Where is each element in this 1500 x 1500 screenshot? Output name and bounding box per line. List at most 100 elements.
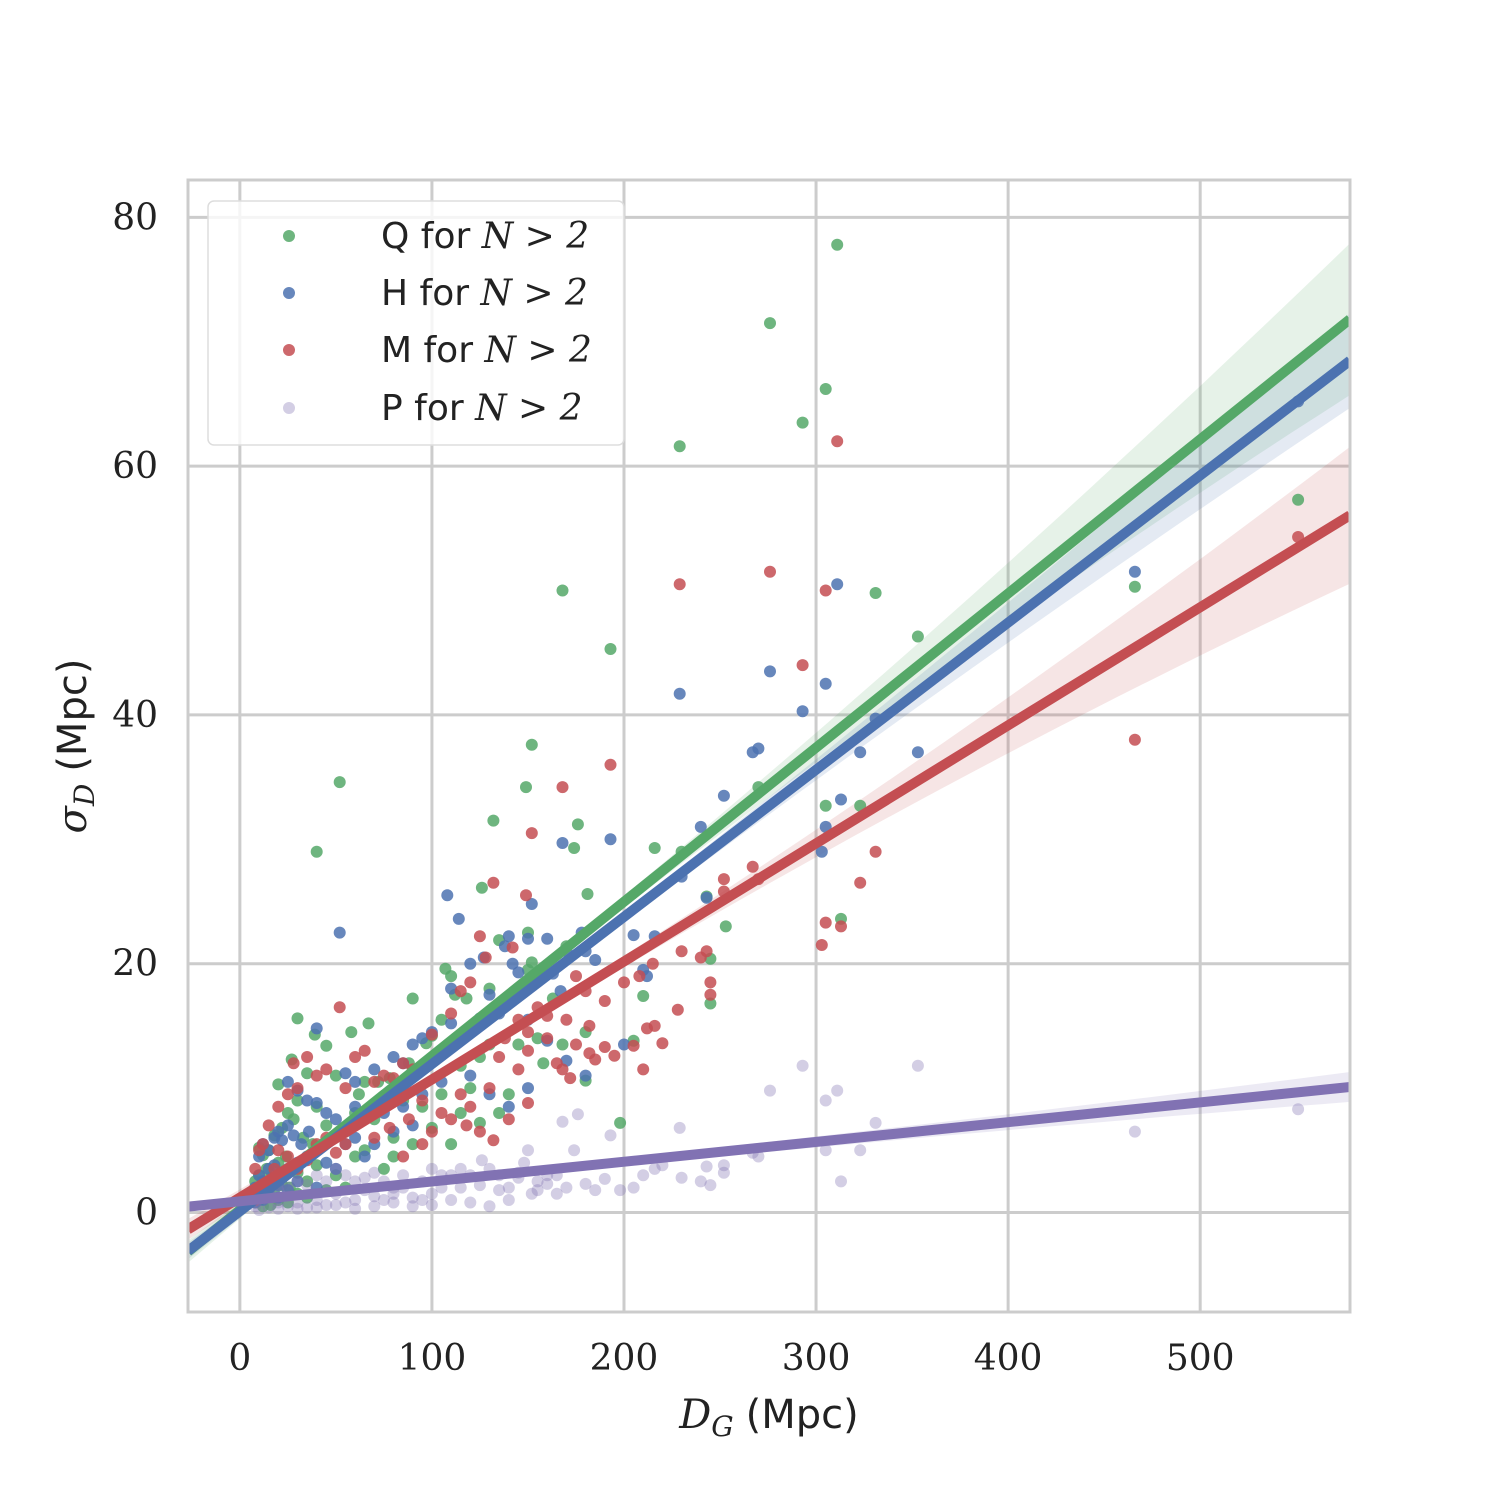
data-point-p: [339, 1169, 352, 1182]
data-point-q: [531, 1032, 544, 1045]
data-point-m: [1128, 733, 1141, 746]
data-point-m: [281, 1150, 294, 1163]
x-axis-label: DG (Mpc): [678, 1392, 859, 1443]
data-point-p: [425, 1199, 438, 1211]
data-point-p: [614, 1184, 627, 1197]
legend-entry-h: H for N > 2: [283, 273, 588, 314]
data-point-m: [473, 1125, 486, 1138]
data-point-m: [445, 1113, 458, 1126]
data-point-m: [646, 957, 659, 970]
data-point-p: [329, 1162, 342, 1175]
data-point-m: [287, 1057, 300, 1070]
data-point-p: [675, 1171, 688, 1184]
data-point-p: [560, 1181, 573, 1194]
data-point-m: [570, 1038, 582, 1051]
data-point-p: [637, 1169, 650, 1182]
x-tick-label: 500: [1166, 1338, 1235, 1379]
data-point-q: [329, 1069, 342, 1082]
data-point-q: [502, 1088, 515, 1101]
data-point-h: [835, 793, 847, 806]
data-point-m: [249, 1162, 262, 1175]
data-point-q: [435, 1013, 448, 1026]
legend-marker-q: [283, 230, 295, 242]
data-point-m: [556, 781, 569, 794]
data-point-p: [568, 1144, 581, 1157]
data-point-m: [673, 578, 686, 591]
data-point-p: [329, 1199, 342, 1211]
data-point-h: [349, 1075, 362, 1088]
data-point-m: [564, 1072, 577, 1085]
data-point-m: [487, 1134, 500, 1147]
data-point-m: [746, 860, 759, 873]
data-point-h: [815, 845, 828, 858]
legend-label-p: P for N > 2: [381, 388, 583, 429]
data-point-p: [627, 1181, 640, 1194]
data-point-m: [416, 1138, 429, 1151]
data-point-p: [819, 1094, 832, 1107]
data-point-p: [368, 1200, 381, 1213]
data-point-h: [694, 820, 707, 833]
data-point-h: [320, 1107, 333, 1119]
data-point-m: [637, 1063, 650, 1076]
data-point-p: [262, 1201, 275, 1214]
data-point-q: [387, 1150, 400, 1163]
data-point-h: [522, 1082, 534, 1095]
data-point-q: [464, 1082, 477, 1095]
data-point-p: [518, 1156, 531, 1169]
data-point-h: [368, 1063, 381, 1076]
legend-label-q: Q for N > 2: [381, 216, 589, 257]
data-point-q: [869, 587, 882, 599]
data-point-p: [358, 1171, 371, 1184]
data-point-m: [598, 995, 611, 1007]
data-point-h: [1128, 565, 1141, 578]
data-point-q: [454, 1107, 467, 1119]
data-point-p: [281, 1181, 294, 1194]
data-point-h: [281, 1119, 294, 1132]
data-point-p: [700, 1160, 713, 1173]
data-point-q: [911, 630, 924, 643]
data-point-q: [556, 1038, 569, 1051]
data-point-m: [402, 1113, 415, 1126]
data-point-q: [571, 818, 584, 831]
data-point-p: [673, 1121, 686, 1134]
data-point-h: [310, 1097, 323, 1109]
data-point-m: [416, 1094, 429, 1107]
data-point-m: [377, 1069, 390, 1082]
data-point-m: [815, 939, 828, 951]
data-point-q: [475, 881, 488, 894]
data-point-p: [835, 1175, 847, 1188]
data-point-p: [253, 1204, 266, 1216]
legend-box: [207, 200, 625, 446]
data-point-h: [618, 1038, 630, 1051]
legend-label-h: H for N > 2: [381, 273, 588, 314]
data-point-q: [352, 1088, 365, 1101]
data-point-m: [339, 1138, 352, 1151]
data-point-m: [570, 970, 582, 983]
data-point-m: [869, 845, 882, 858]
data-point-h: [464, 1069, 477, 1082]
data-point-p: [704, 1179, 717, 1192]
data-point-q: [512, 1038, 525, 1051]
data-point-p: [752, 1150, 765, 1163]
data-point-q: [604, 643, 617, 655]
data-point-p: [387, 1196, 400, 1209]
data-point-m: [460, 1119, 473, 1132]
data-point-m: [704, 988, 717, 1001]
data-point-h: [700, 891, 713, 904]
legend-marker-h: [283, 287, 295, 299]
data-point-m: [435, 1107, 448, 1119]
data-point-m: [464, 976, 477, 989]
data-point-m: [835, 920, 847, 933]
data-point-h: [502, 1100, 515, 1113]
data-point-q: [673, 440, 686, 453]
data-point-m: [764, 565, 776, 578]
data-point-p: [819, 1144, 832, 1157]
data-point-q: [320, 1119, 333, 1132]
data-point-h: [522, 932, 534, 945]
data-point-q: [581, 888, 594, 900]
data-point-p: [717, 1159, 730, 1172]
axis-ticks: 0 100 200 300 400 500 0 20 40 60 80: [112, 197, 1234, 1379]
data-point-h: [796, 705, 809, 718]
data-point-m: [329, 1146, 342, 1159]
